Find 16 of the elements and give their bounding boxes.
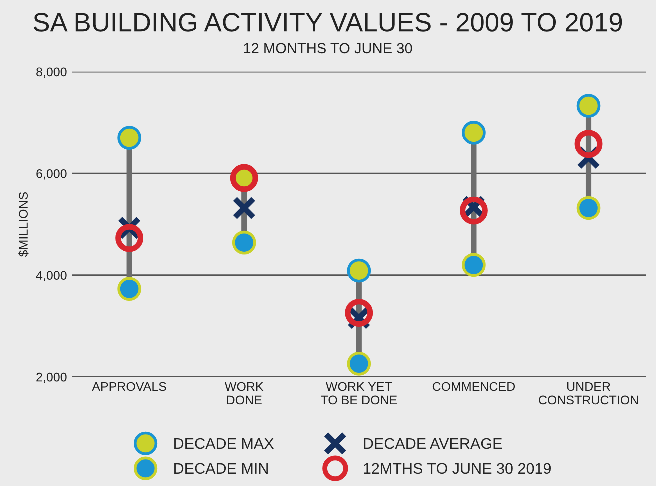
legend-label: DECADE MAX	[174, 438, 274, 450]
x-tick-label: WORK YET TO BE DONE	[321, 382, 398, 405]
x-tick-label: UNDER CONSTRUCTION	[539, 382, 638, 405]
chart-subtitle: 12 MONTHS TO JUNE 30	[244, 43, 412, 54]
legend-label: DECADE AVERAGE	[364, 438, 502, 450]
y-tick-label: 2,000	[36, 372, 67, 384]
legend-label: DECADE MIN	[174, 463, 268, 474]
x-tick-label: WORK DONE	[224, 382, 264, 405]
legend-label: 12MTHS TO JUNE 30 2019	[364, 463, 552, 474]
y-axis-title: $MILLIONS	[18, 192, 29, 258]
y-tick-label: 4,000	[36, 271, 67, 282]
y-tick-label: 8,000	[36, 68, 67, 78]
chart-title: SA BUILDING ACTIVITY VALUES - 2009 TO 2019	[34, 13, 622, 32]
x-tick-label: COMMENCED	[432, 382, 516, 392]
x-tick-label: APPROVALS	[92, 382, 166, 392]
y-tick-label: 6,000	[36, 169, 67, 180]
